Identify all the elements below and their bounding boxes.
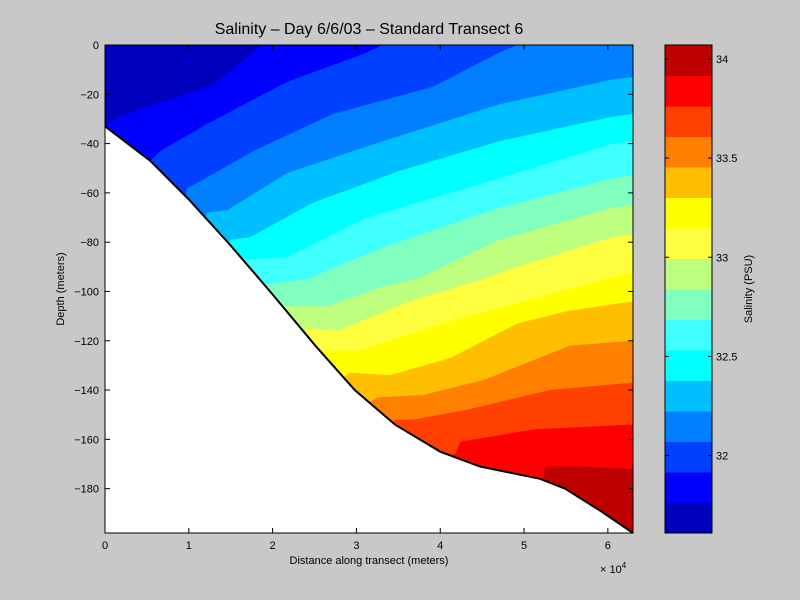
x-axis-label: Distance along transect (meters) <box>290 555 449 567</box>
colorbar-swatch <box>665 319 712 351</box>
x-multiplier-exponent: 4 <box>622 561 627 570</box>
y-tick-label: −140 <box>74 385 99 397</box>
x-tick-label: 3 <box>353 540 359 552</box>
x-tick-label: 6 <box>605 540 611 552</box>
x-tick-label: 5 <box>521 540 527 552</box>
colorbar-swatch <box>665 289 712 320</box>
y-tick-label: 0 <box>93 40 99 52</box>
y-tick-label: −80 <box>80 237 99 249</box>
x-tick-label: 2 <box>270 540 276 552</box>
colorbar-swatch <box>665 136 712 168</box>
colorbar-swatch <box>665 228 712 259</box>
colorbar-tick-label: 33.5 <box>716 153 737 165</box>
y-tick-label: −160 <box>74 434 99 446</box>
y-tick-label: −180 <box>74 484 99 496</box>
colorbar-swatch <box>665 258 712 290</box>
y-axis-label: Depth (meters) <box>55 252 67 325</box>
colorbar-swatch <box>665 106 712 137</box>
colorbar-tick-label: 34 <box>716 54 728 66</box>
contour-plot-area <box>104 44 634 534</box>
x-tick-label: 0 <box>102 540 108 552</box>
axes-box <box>104 44 634 534</box>
x-multiplier: × 104 <box>600 561 627 576</box>
colorbar-swatch <box>665 441 712 473</box>
colorbar: 32 32.5 33 33.5 34 <box>664 44 737 534</box>
y-tick-label: −40 <box>80 139 99 151</box>
y-tick-label: −20 <box>80 89 99 101</box>
colorbar-swatch <box>665 197 712 229</box>
colorbar-tick-label: 33 <box>716 252 728 264</box>
colorbar-tick-label: 32 <box>716 451 728 463</box>
colorbar-swatch <box>665 502 712 534</box>
colorbar-swatch <box>665 75 712 107</box>
colorbar-label: Salinity (PSU) <box>743 255 755 323</box>
y-tick-label: −100 <box>74 286 99 298</box>
colorbar-swatch <box>665 350 712 381</box>
colorbar-box <box>664 44 713 534</box>
chart-title: Salinity – Day 6/6/03 – Standard Transec… <box>215 21 524 38</box>
colorbar-tick-label: 32.5 <box>716 351 737 363</box>
y-tick-label: −60 <box>80 188 99 200</box>
y-tick-label: −120 <box>74 336 99 348</box>
colorbar-swatch <box>665 472 712 503</box>
x-tick-label: 4 <box>437 540 443 552</box>
bathymetry-line <box>104 125 634 534</box>
colorbar-swatch <box>665 167 712 198</box>
y-axis: 0 −20 −40 −60 −80 −100 −120 −140 −160 −180 <box>74 40 633 496</box>
colorbar-swatch <box>665 45 712 76</box>
x-multiplier-base: × 10 <box>600 564 622 576</box>
seafloor-mask <box>105 126 633 533</box>
colorbar-swatch <box>665 411 712 442</box>
x-axis: 0 1 2 3 4 5 6 <box>102 45 611 552</box>
colorbar-swatch <box>665 380 712 412</box>
x-tick-label: 1 <box>186 540 192 552</box>
